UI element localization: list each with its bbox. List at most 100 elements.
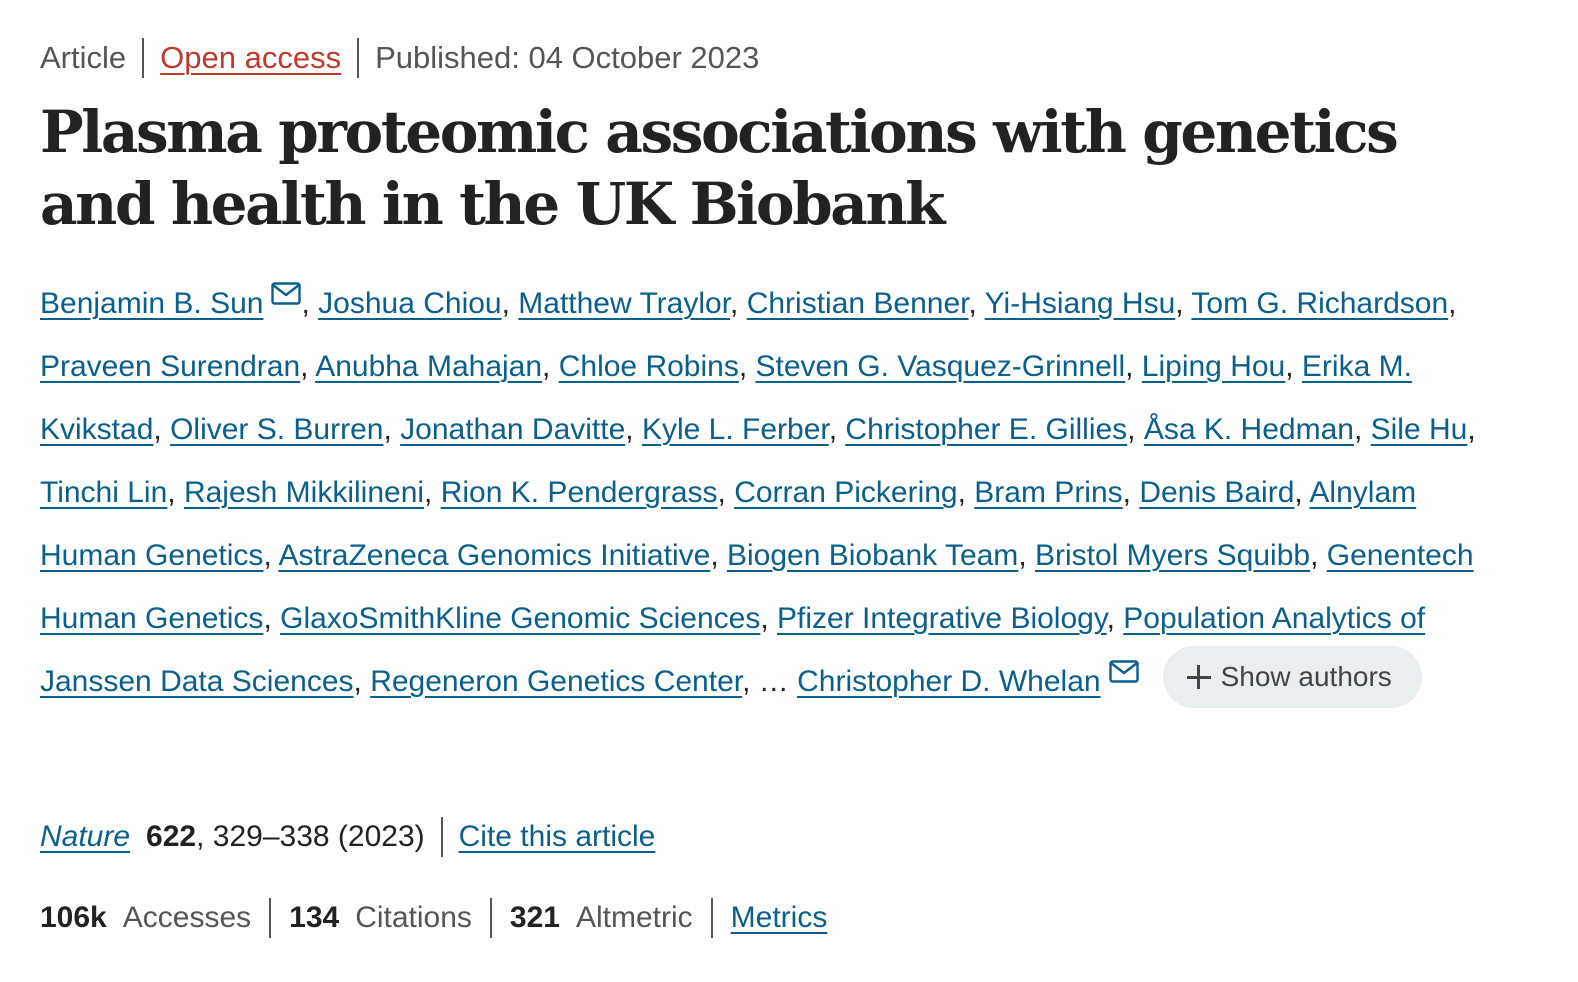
cite-this-article-link[interactable]: Cite this article (458, 820, 656, 853)
author-separator: , (1448, 287, 1457, 320)
meta-divider (142, 38, 145, 78)
author-separator: , (1122, 476, 1140, 509)
author-link-christopher-e-gillies[interactable]: Christopher E. Gillies (845, 413, 1128, 446)
accesses-count: 106k (40, 901, 107, 934)
author-item: Pfizer Integrative Biology (777, 602, 1107, 635)
author-separator: , (828, 413, 846, 446)
open-access-link[interactable]: Open access (160, 40, 342, 75)
author-link-steven-g-vasquez-grinnell[interactable]: Steven G. Vasquez-Grinnell (755, 350, 1126, 383)
author-item: Biogen Biobank Team (727, 539, 1018, 572)
author-link-christian-benner[interactable]: Christian Benner (746, 287, 969, 320)
author-separator: , (1127, 413, 1144, 446)
author-link-glaxosmithkline-genomic-sciences[interactable]: GlaxoSmithKline Genomic Sciences (280, 602, 761, 635)
author-item: Yi-Hsiang Hsu (985, 287, 1176, 320)
author-link-astrazeneca-genomics-initiative[interactable]: AstraZeneca Genomics Initiative (278, 539, 711, 572)
author-link-tom-g-richardson[interactable]: Tom G. Richardson (1191, 287, 1449, 320)
author-link-biogen-biobank-team[interactable]: Biogen Biobank Team (726, 539, 1019, 572)
author-item: Christopher D. Whelan (797, 660, 1139, 698)
volume-number: 622 (146, 820, 197, 853)
author-item: Bristol Myers Squibb (1035, 539, 1310, 572)
author-list: Benjamin B. Sun, Joshua Chiou, Matthew T… (40, 272, 1518, 714)
author-link-erika-m-kvikstad[interactable]: Erika M. Kvikstad (40, 350, 1412, 446)
author-link-benjamin-b-sun[interactable]: Benjamin B. Sun (40, 287, 264, 320)
author-link-regeneron-genetics-center[interactable]: Regeneron Genetics Center (370, 665, 743, 698)
author-link-jonathan-davitte[interactable]: Jonathan Davitte (400, 413, 626, 446)
author-separator: , (730, 287, 747, 320)
citations-count: 134 (289, 901, 340, 934)
metrics-divider (710, 898, 713, 938)
author-link-chloe-robins[interactable]: Chloe Robins (558, 350, 739, 383)
author-item: Tom G. Richardson (1191, 287, 1448, 320)
author-link-liping-hou[interactable]: Liping Hou (1141, 350, 1286, 383)
author-link-sile-hu[interactable]: Sile Hu (1370, 413, 1468, 446)
author-item: Regeneron Genetics Center (370, 665, 742, 698)
author-separator: , (1310, 539, 1327, 572)
author-link-tinchi-lin[interactable]: Tinchi Lin (40, 476, 168, 509)
author-link-bram-prins[interactable]: Bram Prins (974, 476, 1123, 509)
author-item: GlaxoSmithKline Genomic Sciences (280, 602, 760, 635)
author-link-joshua-chiou[interactable]: Joshua Chiou (318, 287, 502, 320)
author-item: Population Analytics of Janssen Data Sci… (40, 602, 1425, 698)
author-link-matthew-traylor[interactable]: Matthew Traylor (518, 287, 731, 320)
author-link-praveen-surendran[interactable]: Praveen Surendran (40, 350, 301, 383)
metrics-link[interactable]: Metrics (730, 901, 828, 934)
author-separator: , (742, 665, 759, 698)
author-item: Alnylam Human Genetics (40, 476, 1416, 572)
author-item: Oliver S. Burren (170, 413, 383, 446)
author-link-alnylam-human-genetics[interactable]: Alnylam Human Genetics (40, 476, 1417, 572)
author-link-bristol-myers-squibb[interactable]: Bristol Myers Squibb (1034, 539, 1311, 572)
mail-icon[interactable] (1108, 660, 1139, 683)
article-title: Plasma proteomic associations with genet… (40, 98, 1399, 238)
author-separator: , (424, 476, 441, 509)
author-separator: , (353, 665, 371, 698)
author-separator: , (710, 539, 727, 572)
author-separator: , (1285, 350, 1302, 383)
altmetric-label: Altmetric (575, 901, 693, 934)
show-authors-button[interactable]: Show authors (1162, 646, 1422, 709)
article-meta: Article Open access Published: 04 Octobe… (40, 36, 759, 80)
author-separator: , (153, 413, 171, 446)
metrics-divider (489, 898, 492, 938)
author-link-oliver-s-burren[interactable]: Oliver S. Burren (170, 413, 384, 446)
plus-icon (1186, 665, 1211, 690)
author-item: Genentech Human Genetics (40, 539, 1474, 635)
author-link-rion-k-pendergrass[interactable]: Rion K. Pendergrass (440, 476, 718, 509)
author-item: Matthew Traylor (518, 287, 730, 320)
author-item: Tinchi Lin (40, 476, 167, 509)
mail-icon[interactable] (271, 282, 302, 305)
author-link-denis-baird[interactable]: Denis Baird (1139, 476, 1295, 509)
author-link-corran-pickering[interactable]: Corran Pickering (734, 476, 958, 509)
author-separator: , (1294, 476, 1310, 509)
author-link-yi-hsiang-hsu[interactable]: Yi-Hsiang Hsu (984, 287, 1176, 320)
citation-line: Nature 622 , 329–338 (2023) Cite this ar… (40, 813, 655, 861)
author-item: Åsa K. Hedman (1144, 413, 1354, 446)
author-item: Christian Benner (747, 287, 969, 320)
author-item: Rion K. Pendergrass (441, 476, 718, 509)
author-item: AstraZeneca Genomics Initiative (278, 539, 710, 572)
author-item: Liping Hou (1142, 350, 1285, 383)
author-link-pfizer-integrative-biology[interactable]: Pfizer Integrative Biology (777, 602, 1107, 635)
author-link-anubha-mahajan[interactable]: Anubha Mahajan (315, 350, 543, 383)
author-item: Benjamin B. Sun (40, 282, 302, 320)
author-separator: , (957, 476, 975, 509)
author-link-christopher-d-whelan[interactable]: Christopher D. Whelan (797, 665, 1101, 698)
author-separator: , (1353, 413, 1371, 446)
author-item: Kyle L. Ferber (642, 413, 829, 446)
pages-year: , 329–338 (2023) (196, 820, 425, 853)
author-link-rajesh-mikkilineni[interactable]: Rajesh Mikkilineni (183, 476, 425, 509)
author-link-genentech-human-genetics[interactable]: Genentech Human Genetics (40, 539, 1474, 635)
author-separator: , (1106, 602, 1124, 635)
altmetric-score: 321 (509, 901, 560, 934)
show-authors-label: Show authors (1220, 661, 1392, 693)
author-item: Corran Pickering (734, 476, 957, 509)
article-type: Article (40, 40, 127, 75)
author-item: Joshua Chiou (318, 287, 501, 320)
author-separator: , (1175, 287, 1192, 320)
author-link-kyle-l-ferber[interactable]: Kyle L. Ferber (641, 413, 829, 446)
author-link-population-analytics-of-janssen-data-sciences[interactable]: Population Analytics of Janssen Data Sci… (40, 602, 1426, 698)
accesses-label: Accesses (122, 901, 252, 934)
author-separator: , (167, 476, 184, 509)
author-link-sa-k-hedman[interactable]: Åsa K. Hedman (1143, 413, 1354, 446)
journal-link[interactable]: Nature (40, 820, 131, 853)
author-item: Christopher E. Gillies (845, 413, 1127, 446)
